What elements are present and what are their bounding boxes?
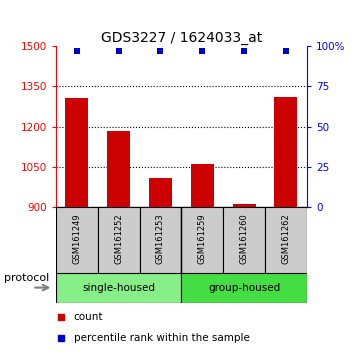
Bar: [181, 207, 223, 273]
Bar: [274, 97, 297, 207]
Text: protocol: protocol: [4, 273, 49, 282]
Bar: [181, 273, 307, 303]
Bar: [56, 273, 181, 303]
Bar: [149, 178, 172, 207]
Text: GSM161260: GSM161260: [240, 213, 249, 264]
Text: percentile rank within the sample: percentile rank within the sample: [74, 333, 249, 343]
Text: GSM161259: GSM161259: [198, 213, 207, 264]
Bar: [265, 207, 307, 273]
Text: GSM161262: GSM161262: [282, 213, 291, 264]
Bar: [65, 98, 88, 207]
Text: GSM161252: GSM161252: [114, 213, 123, 264]
Bar: [98, 207, 140, 273]
Text: GSM161249: GSM161249: [72, 213, 81, 264]
Bar: [140, 207, 181, 273]
Title: GDS3227 / 1624033_at: GDS3227 / 1624033_at: [101, 31, 262, 45]
Bar: [223, 207, 265, 273]
Text: GSM161253: GSM161253: [156, 213, 165, 264]
Bar: [107, 131, 130, 207]
Bar: [56, 207, 98, 273]
Bar: [191, 164, 214, 207]
Text: single-housed: single-housed: [82, 282, 155, 293]
Text: group-housed: group-housed: [208, 282, 280, 293]
Text: count: count: [74, 312, 103, 322]
Bar: [232, 204, 256, 207]
